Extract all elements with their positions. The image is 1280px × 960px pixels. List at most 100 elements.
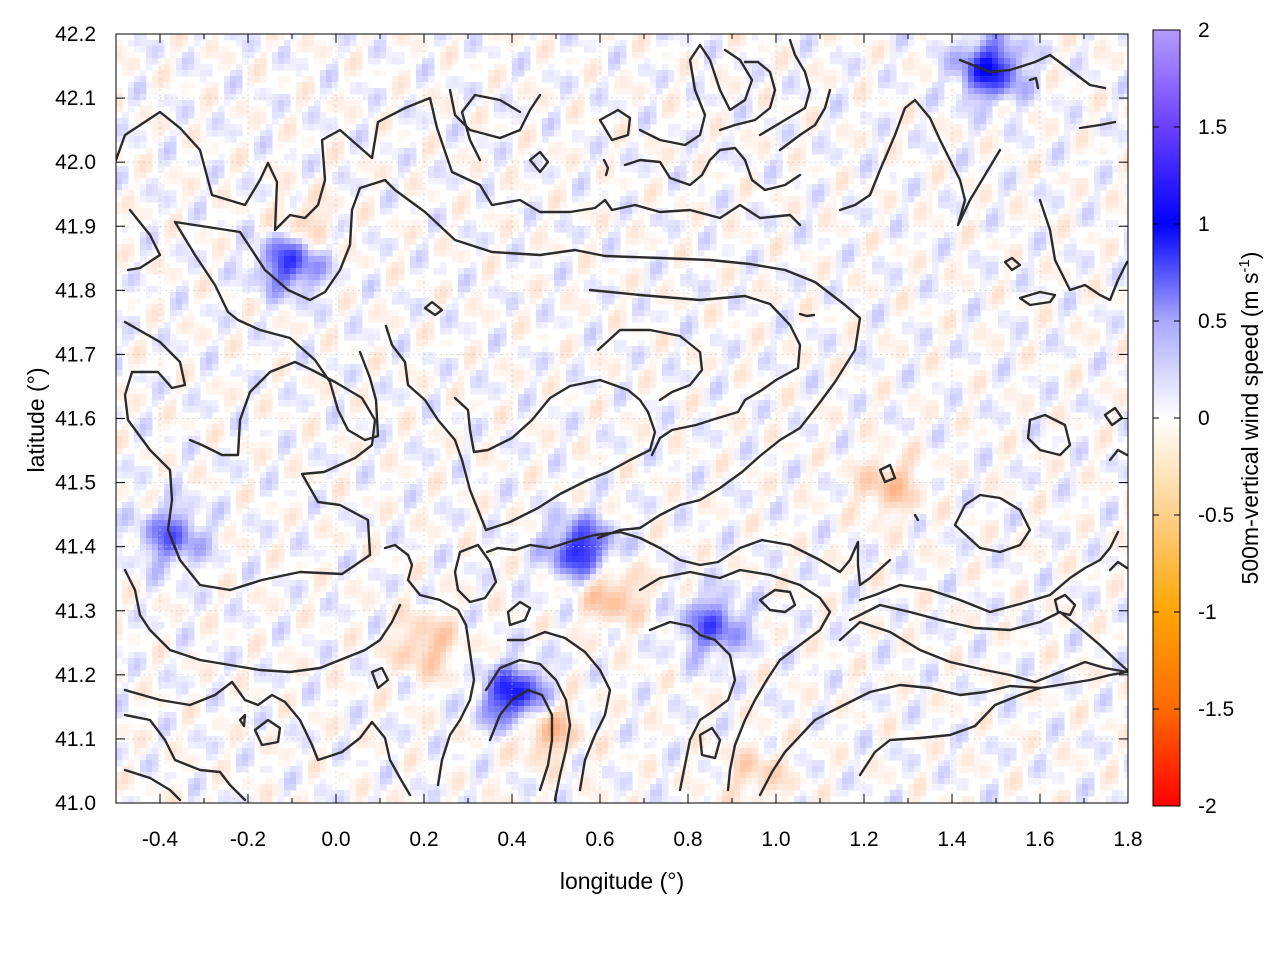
- heatmap-cell: [200, 280, 207, 287]
- heatmap-cell: [890, 142, 897, 149]
- heatmap-cell: [116, 118, 123, 125]
- heatmap-cell: [494, 220, 501, 227]
- heatmap-cell: [776, 46, 783, 53]
- heatmap-cell: [752, 292, 759, 299]
- heatmap-cell: [584, 172, 591, 179]
- heatmap-cell: [836, 160, 843, 167]
- heatmap-cell: [566, 106, 573, 113]
- heatmap-cell: [728, 130, 735, 137]
- heatmap-cell: [932, 250, 939, 257]
- heatmap-cell: [518, 106, 525, 113]
- heatmap-cell: [692, 292, 699, 299]
- heatmap-cell: [740, 58, 747, 65]
- heatmap-cell: [428, 166, 435, 173]
- heatmap-cell: [674, 148, 681, 155]
- heatmap-cell: [674, 82, 681, 89]
- heatmap-cell: [1028, 220, 1035, 227]
- heatmap-cell: [818, 130, 825, 137]
- heatmap-cell: [566, 118, 573, 125]
- heatmap-cell: [518, 112, 525, 119]
- heatmap-cell: [692, 226, 699, 233]
- heatmap-cell: [194, 280, 201, 287]
- heatmap-cell: [230, 166, 237, 173]
- heatmap-cell: [536, 214, 543, 221]
- heatmap-cell: [164, 238, 171, 245]
- heatmap-cell: [854, 214, 861, 221]
- heatmap-cell: [512, 70, 519, 77]
- heatmap-cell: [710, 82, 717, 89]
- heatmap-cell: [458, 196, 465, 203]
- heatmap-cell: [476, 40, 483, 47]
- heatmap-cell: [848, 286, 855, 293]
- heatmap-cell: [842, 232, 849, 239]
- heatmap-cell: [596, 70, 603, 77]
- heatmap-cell: [980, 226, 987, 233]
- heatmap-cell: [254, 70, 261, 77]
- heatmap-cell: [212, 202, 219, 209]
- heatmap-cell: [434, 208, 441, 215]
- heatmap-cell: [770, 190, 777, 197]
- heatmap-cell: [782, 208, 789, 215]
- heatmap-cell: [182, 202, 189, 209]
- heatmap-cell: [680, 292, 687, 299]
- heatmap-cell: [1124, 130, 1128, 137]
- heatmap-cell: [770, 238, 777, 245]
- heatmap-cell: [224, 34, 231, 41]
- heatmap-cell: [728, 226, 735, 233]
- heatmap-cell: [266, 244, 273, 251]
- heatmap-cell: [1100, 166, 1107, 173]
- heatmap-cell: [206, 148, 213, 155]
- heatmap-cell: [794, 124, 801, 131]
- heatmap-cell: [470, 46, 477, 53]
- heatmap-cell: [398, 292, 405, 299]
- heatmap-cell: [302, 136, 309, 143]
- heatmap-cell: [242, 160, 249, 167]
- heatmap-cell: [812, 124, 819, 131]
- heatmap-cell: [308, 190, 315, 197]
- heatmap-cell: [746, 262, 753, 269]
- heatmap-cell: [254, 94, 261, 101]
- heatmap-cell: [1004, 250, 1011, 257]
- heatmap-cell: [386, 46, 393, 53]
- heatmap-cell: [668, 232, 675, 239]
- heatmap-cell: [512, 76, 519, 83]
- heatmap-cell: [836, 256, 843, 263]
- heatmap-cell: [1124, 160, 1128, 167]
- heatmap-cell: [890, 238, 897, 245]
- heatmap-cell: [530, 172, 537, 179]
- heatmap-cell: [260, 256, 267, 263]
- heatmap-cell: [668, 190, 675, 197]
- heatmap-cell: [962, 142, 969, 149]
- heatmap-cell: [410, 202, 417, 209]
- heatmap-cell: [524, 214, 531, 221]
- heatmap-cell: [494, 34, 501, 41]
- heatmap-cell: [374, 184, 381, 191]
- heatmap-cell: [608, 166, 615, 173]
- heatmap-cell: [890, 58, 897, 65]
- heatmap-cell: [392, 100, 399, 107]
- heatmap-cell: [788, 238, 795, 245]
- heatmap-cell: [284, 238, 291, 245]
- heatmap-cell: [470, 112, 477, 119]
- heatmap-cell: [764, 268, 771, 275]
- heatmap-cell: [704, 166, 711, 173]
- heatmap-cell: [1100, 94, 1107, 101]
- heatmap-cell: [392, 202, 399, 209]
- heatmap-cell: [206, 40, 213, 47]
- heatmap-cell: [1010, 70, 1017, 77]
- heatmap-cell: [866, 70, 873, 77]
- heatmap-cell: [884, 226, 891, 233]
- heatmap-cell: [962, 76, 969, 83]
- heatmap-cell: [548, 214, 555, 221]
- heatmap-cell: [266, 238, 273, 245]
- heatmap-cell: [872, 244, 879, 251]
- heatmap-cell: [356, 124, 363, 131]
- heatmap-cell: [686, 142, 693, 149]
- heatmap-cell: [266, 220, 273, 227]
- heatmap-cell: [836, 136, 843, 143]
- heatmap-cell: [602, 82, 609, 89]
- heatmap-cell: [1088, 94, 1095, 101]
- heatmap-cell: [896, 112, 903, 119]
- heatmap-cell: [950, 256, 957, 263]
- heatmap-cell: [1112, 220, 1119, 227]
